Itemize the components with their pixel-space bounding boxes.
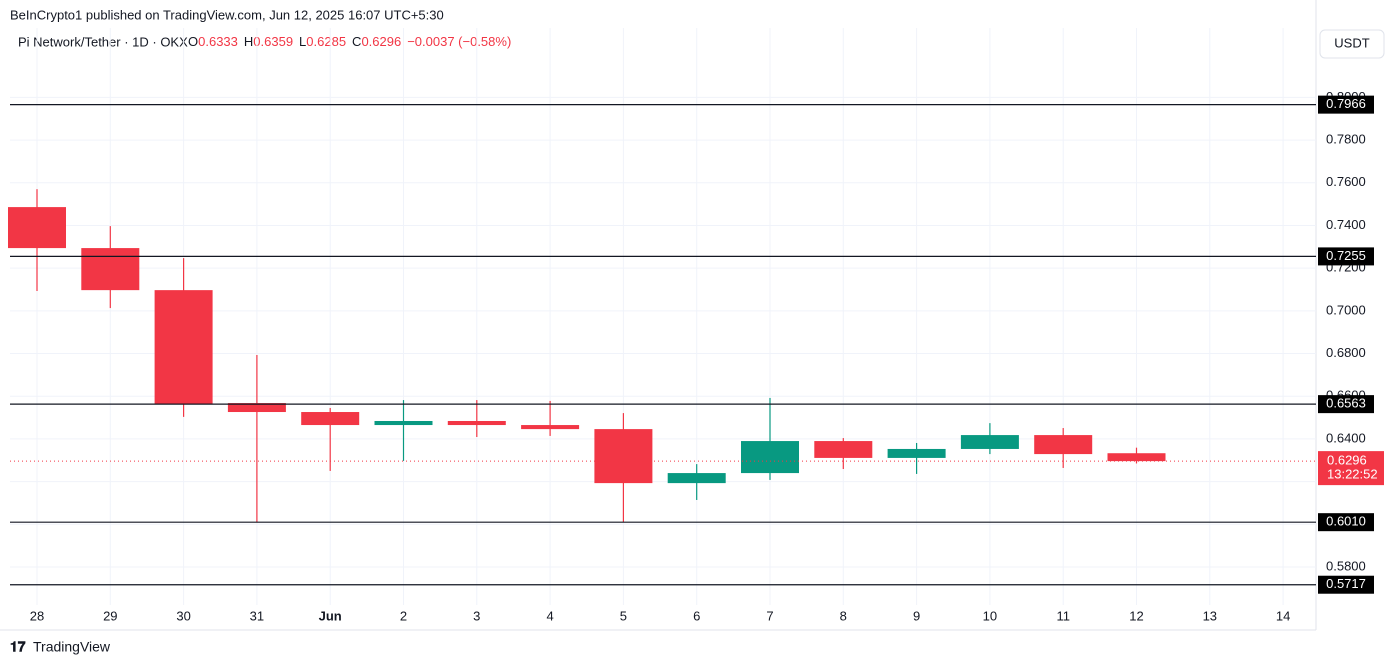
x-tick-label: 7	[766, 608, 773, 623]
ohlc-value: 0.6296	[361, 34, 401, 49]
candle-body	[814, 441, 873, 458]
x-tick-label: 10	[983, 608, 997, 623]
candle-body	[154, 290, 213, 405]
candle-body	[960, 435, 1019, 449]
y-tick-label: 0.7400	[1326, 217, 1366, 232]
publisher: BeInCrypto1 published on TradingView.com…	[10, 7, 444, 22]
level-label-bg	[1318, 247, 1374, 266]
candle-body	[374, 420, 433, 426]
chart-title: Pi Network/Tether · 1D · OKX	[18, 34, 188, 49]
y-tick-label: 0.6800	[1326, 345, 1366, 360]
candle-body	[227, 403, 286, 413]
level-label-bg	[1318, 395, 1374, 414]
level-label-bg	[1318, 95, 1374, 114]
x-tick-label: 4	[546, 608, 553, 623]
level-label-bg	[1318, 513, 1374, 532]
x-tick-label: 5	[620, 608, 627, 623]
candle-body	[1034, 435, 1093, 455]
candle-body	[81, 248, 140, 291]
ohlc-label: H	[244, 34, 253, 49]
last-price-label: 0.6296	[1327, 453, 1367, 468]
candle-body	[8, 207, 66, 249]
x-tick-label: 11	[1056, 608, 1070, 623]
x-tick-label: 6	[693, 608, 700, 623]
currency[interactable]: USDT	[1334, 35, 1369, 50]
y-tick-label: 0.5800	[1326, 558, 1366, 573]
candle-body	[1107, 453, 1166, 462]
x-tick-label: 30	[176, 608, 190, 623]
candle-body	[594, 429, 653, 484]
ohlc-label: L	[299, 34, 306, 49]
ohlc-value: 0.6359	[253, 34, 293, 49]
footer: TradingView	[33, 639, 111, 655]
x-tick-label: 8	[840, 608, 847, 623]
x-tick-label: 31	[250, 608, 264, 623]
x-tick-label: 13	[1203, 608, 1217, 623]
level-label-bg	[1318, 575, 1374, 594]
currency-button[interactable]	[1319, 29, 1385, 59]
x-tick-label: Jun	[319, 608, 342, 623]
level-label: 0.6563	[1326, 396, 1366, 411]
change: −0.0037 (−0.58%)	[407, 34, 511, 49]
candle-body	[447, 420, 506, 426]
level-label: 0.7966	[1326, 96, 1366, 111]
candle-body	[741, 441, 799, 474]
candle-body	[301, 412, 360, 426]
level-label: 0.7255	[1326, 248, 1366, 263]
last-price-bg	[1318, 451, 1384, 486]
logo: 𝟏𝟕	[10, 639, 26, 655]
level-label: 0.5717	[1326, 576, 1366, 591]
x-tick-label: 3	[473, 608, 480, 623]
x-tick-label: 9	[913, 608, 920, 623]
y-tick-label: 0.6400	[1326, 430, 1366, 445]
x-tick-label: 12	[1129, 608, 1143, 623]
level-label: 0.6010	[1326, 514, 1366, 529]
countdown: 13:22:52	[1327, 467, 1378, 482]
candle-body	[667, 473, 726, 484]
x-tick-label: 2	[400, 608, 407, 623]
x-tick-label: 29	[103, 608, 117, 623]
ohlc-line: O0.6333 H0.6359 L0.6285 C0.6296 −0.0037 (−0.…	[188, 34, 511, 49]
ohlc-value: 0.6285	[306, 34, 346, 49]
y-tick-label: 0.7600	[1326, 174, 1366, 189]
x-tick-label: 28	[30, 608, 44, 623]
x-tick-label: 14	[1276, 608, 1290, 623]
y-tick-label: 0.7000	[1326, 302, 1366, 317]
candle-body	[887, 448, 946, 458]
ohlc-label: O	[188, 34, 198, 49]
candle-body	[521, 425, 580, 430]
y-tick-label: 0.7800	[1326, 132, 1366, 147]
ohlc-label: C	[352, 34, 361, 49]
ohlc-value: 0.6333	[198, 34, 238, 49]
